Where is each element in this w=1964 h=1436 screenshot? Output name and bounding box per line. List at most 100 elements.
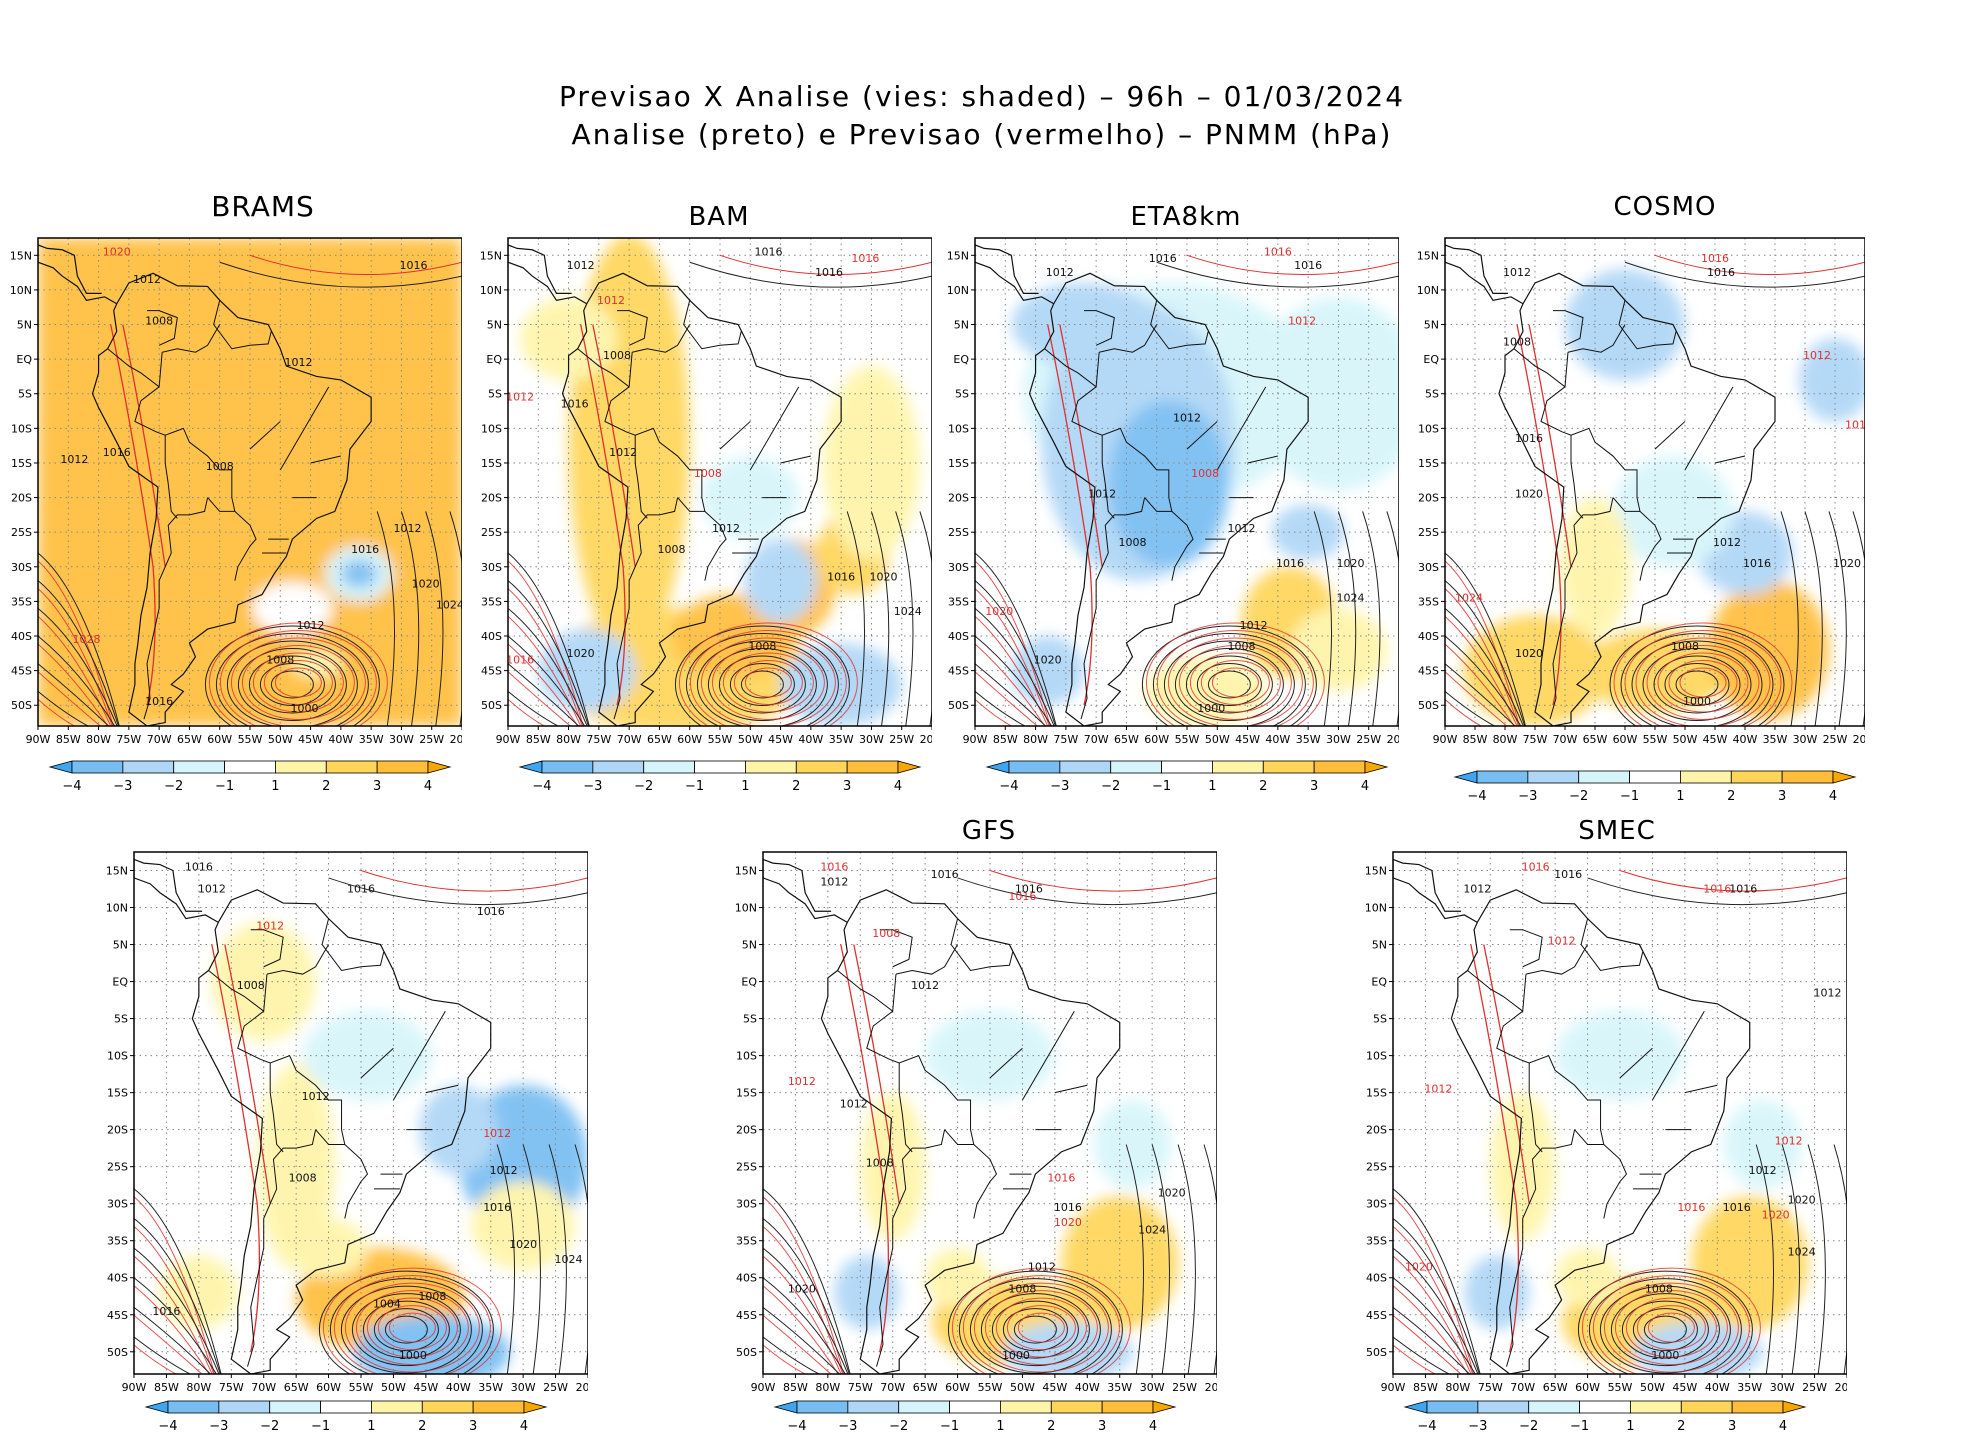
- pressure-contours: [1393, 870, 1847, 1374]
- analysis-isobar: [1643, 1315, 1687, 1344]
- colorbar-box: [320, 1400, 372, 1414]
- isobar-label: 1020: [1337, 557, 1365, 570]
- bias-blob: [538, 629, 636, 713]
- country-border: [237, 974, 369, 1219]
- forecast-isobar: [508, 615, 582, 726]
- lat-label: 25S: [107, 1161, 128, 1174]
- colorbar-box: [173, 760, 225, 774]
- grid-lines: [975, 238, 1399, 726]
- country-border: [208, 970, 265, 1012]
- grid-lines: [508, 238, 932, 726]
- forecast-isobar: [38, 560, 114, 726]
- isobar-label: 1008: [694, 467, 722, 480]
- isobar-label: 1012: [302, 1090, 330, 1103]
- colorbar-box: [846, 760, 899, 774]
- country-border: [837, 970, 894, 1012]
- isobar-label: 1012: [1749, 1164, 1777, 1177]
- forecast-isobar: [592, 324, 636, 567]
- colorbar-label: −1: [215, 779, 234, 794]
- forecast-isobar: [230, 637, 366, 726]
- colorbar-box: [1630, 1400, 1682, 1414]
- lon-label: 35W: [829, 733, 854, 746]
- forecast-isobar: [274, 667, 322, 698]
- isobar-label: 1016: [1522, 861, 1550, 874]
- isobar-label: 1008: [1503, 335, 1531, 348]
- analysis-isobar: [1337, 511, 1357, 726]
- analysis-isobar: [1445, 663, 1516, 726]
- panel-title: SMEC: [1578, 816, 1656, 846]
- lat-label: 15S: [736, 1087, 757, 1100]
- map-svg: 1020 1016 1012 1008 1012 1012 1016 1008 1012 1016…: [10, 237, 462, 746]
- isobar-label: 1020: [1762, 1209, 1790, 1222]
- forecast-isobar: [366, 1297, 458, 1358]
- colorbar-label: 3: [1098, 1419, 1106, 1434]
- lon-label: 60W: [1613, 733, 1638, 746]
- forecast-isobar: [678, 622, 858, 726]
- isobar-label: 1016: [820, 861, 848, 874]
- colorbar-box: [218, 1400, 271, 1414]
- forecast-isobar: [1006, 1305, 1076, 1351]
- colorbar-box: [1731, 1400, 1784, 1414]
- lat-label: 10N: [1417, 284, 1439, 297]
- isobar-label: 1008: [658, 543, 686, 556]
- isobar-label: 1016: [1729, 883, 1757, 896]
- lon-label: 90W: [1433, 733, 1458, 746]
- isobar-label: 1008: [289, 1171, 317, 1184]
- analysis-isobar: [763, 1277, 846, 1374]
- analysis-isobar: [1141, 625, 1317, 726]
- bias-blob: [1011, 282, 1157, 367]
- analysis-isobar: [895, 511, 914, 726]
- colorbar-label: −4: [158, 1419, 177, 1434]
- forecast-isobar: [763, 1344, 807, 1374]
- lat-label: 5N: [113, 939, 128, 952]
- colorbar-label: −4: [787, 1419, 806, 1434]
- analysis-isobar: [384, 1315, 428, 1344]
- lon-label: 55W: [1643, 733, 1668, 746]
- colorbar-box: [472, 1400, 525, 1414]
- isobar-label: 1028: [72, 633, 100, 646]
- isobar-label: 1020: [870, 571, 898, 584]
- lat-label: 10N: [1365, 902, 1387, 915]
- colorbar-left-arrow: [1403, 1400, 1428, 1414]
- lon-label: 90W: [751, 1381, 776, 1394]
- forecast-isobar: [1657, 652, 1749, 713]
- lat-label: 10S: [948, 422, 969, 435]
- forecast-isobar: [763, 1314, 832, 1374]
- colorbar-label: −2: [1519, 1419, 1538, 1434]
- forecast-isobar: [333, 1275, 491, 1374]
- forecast-isobar: [975, 615, 1049, 726]
- colorbar-box: [541, 760, 594, 774]
- country-border: [1186, 421, 1218, 450]
- lat-label: 15S: [107, 1087, 128, 1100]
- analysis-isobar: [1632, 1308, 1698, 1352]
- forecast-isobar: [252, 652, 344, 713]
- analysis-isobar: [1174, 647, 1284, 721]
- colorbar: −4 −3 −2 −1 1 2 3 4: [1453, 770, 1857, 804]
- colorbar-left-arrow: [773, 1400, 798, 1414]
- lon-label: 50W: [1640, 1381, 1665, 1394]
- isobar-label: 1016: [1743, 557, 1771, 570]
- forecast-isobar: [1528, 324, 1572, 567]
- analysis-isobar: [38, 607, 118, 726]
- country-border: [1247, 455, 1278, 464]
- colorbar-label: −4: [62, 779, 81, 794]
- lon-label: 35W: [1763, 733, 1788, 746]
- isobar-label: 1016: [185, 861, 213, 874]
- country-border: [898, 1063, 913, 1153]
- isobar-label: 1012: [1803, 349, 1831, 362]
- colorbar-label: 4: [424, 779, 432, 794]
- country-border: [1080, 497, 1146, 720]
- analysis-isobar: [1781, 1144, 1800, 1374]
- lon-label: 85W: [993, 733, 1018, 746]
- isobar-label: 1016: [152, 1305, 180, 1318]
- isobar-label: 1012: [1046, 266, 1074, 279]
- isobar-label: 1016: [1554, 868, 1582, 881]
- lon-label: 20W: [576, 1381, 588, 1394]
- grid-lines: [763, 852, 1217, 1374]
- country-border: [1047, 1010, 1075, 1056]
- isobar-label: 1012: [506, 391, 534, 404]
- country-border: [866, 974, 998, 1219]
- colorbar-label: −2: [1569, 789, 1588, 804]
- lat-label: 50S: [481, 699, 502, 712]
- lat-label: 25S: [11, 526, 32, 539]
